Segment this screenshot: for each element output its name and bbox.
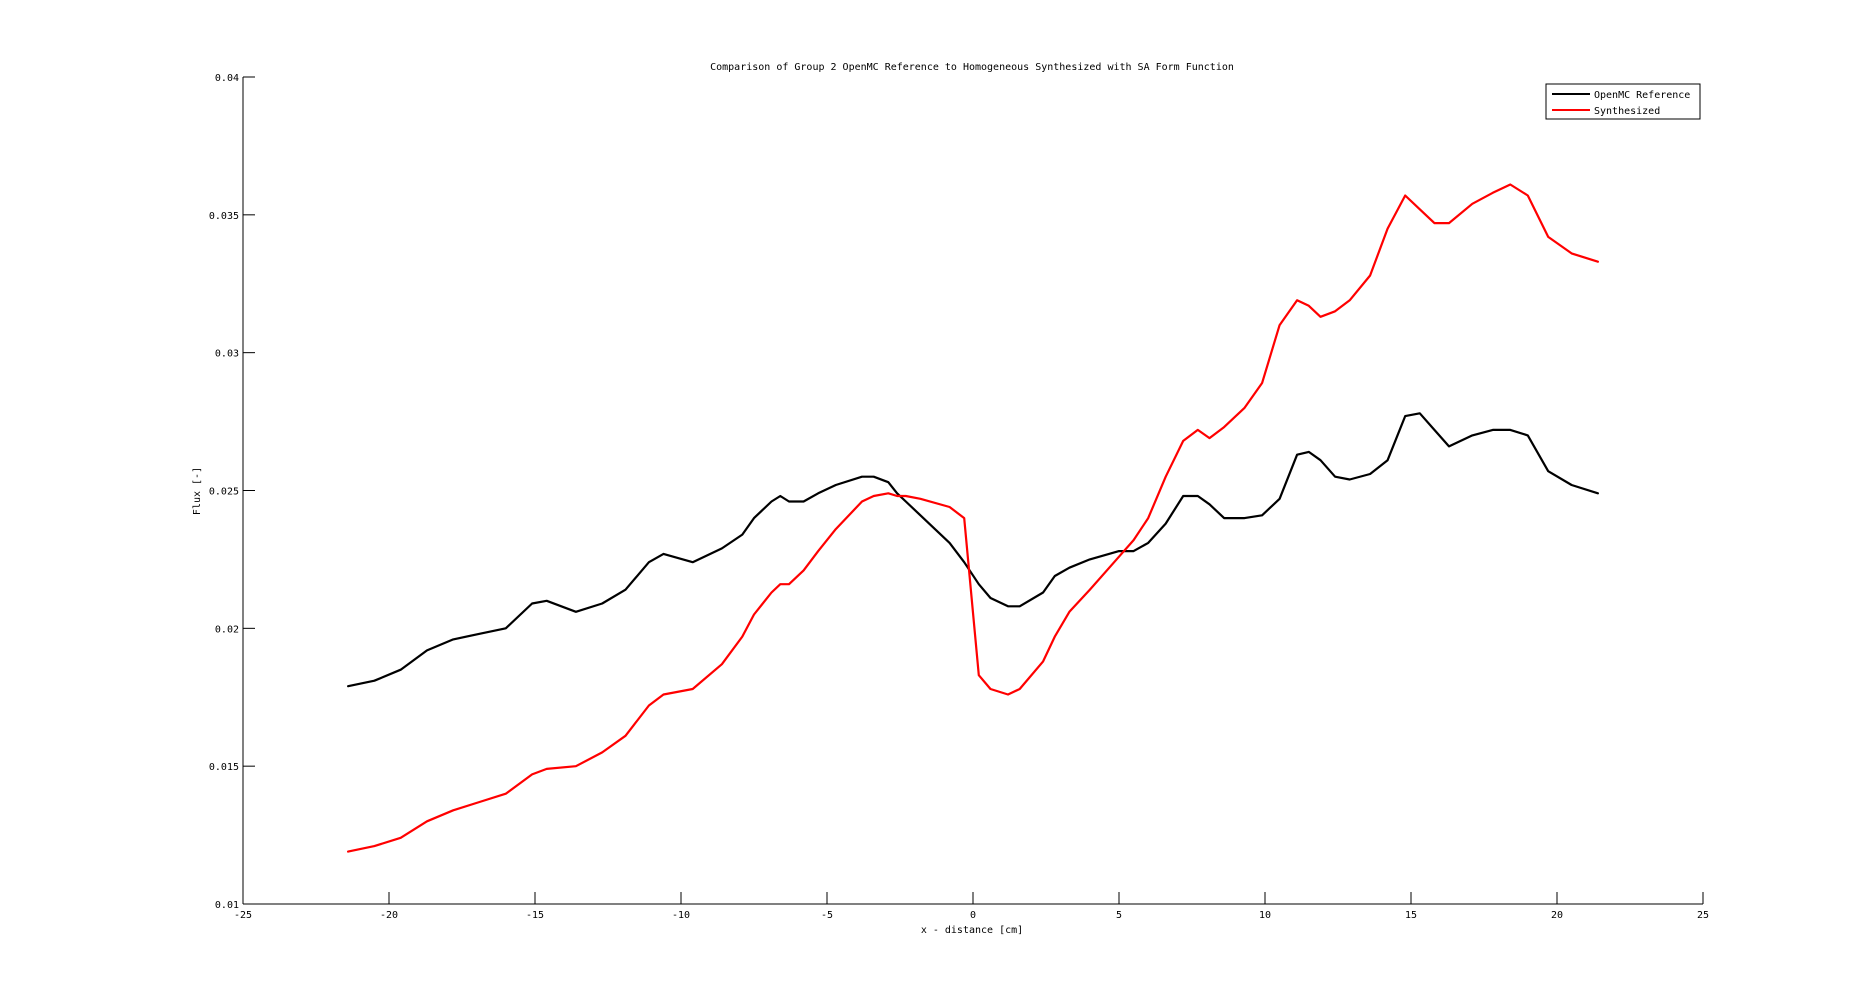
- chart-title: Comparison of Group 2 OpenMC Reference t…: [710, 62, 1234, 73]
- x-tick-label: -10: [672, 910, 690, 921]
- x-tick-label: 20: [1551, 910, 1563, 921]
- y-tick-label: 0.015: [209, 762, 239, 773]
- x-tick-label: -20: [380, 910, 398, 921]
- y-tick-label: 0.02: [215, 624, 239, 635]
- y-tick-label: 0.035: [209, 211, 239, 222]
- y-axis-label: Flux [-]: [192, 467, 203, 515]
- legend-entry: Synthesized: [1594, 106, 1660, 117]
- series-line-synthesized: [347, 183, 1600, 853]
- x-tick-label: 5: [1116, 910, 1122, 921]
- legend-box: [1545, 83, 1701, 120]
- x-tick-label: -5: [821, 910, 833, 921]
- x-tick-label: 25: [1697, 910, 1709, 921]
- axes: -25 -20 -15 -10 -5 0 5 10 15 20 25 0.01 0.015 0.02 0.0…: [209, 73, 1709, 921]
- x-tick-label: 0: [970, 910, 976, 921]
- y-tick-label: 0.025: [209, 487, 239, 498]
- y-tick-label: 0.03: [215, 349, 239, 360]
- x-axis-label: x - distance [cm]: [921, 925, 1023, 936]
- series-line-openmc-reference: [347, 412, 1600, 688]
- y-tick-label: 0.04: [215, 73, 239, 84]
- x-tick-label: -15: [526, 910, 544, 921]
- legend-entry: OpenMC Reference: [1594, 90, 1690, 101]
- y-tick-label: 0.01: [215, 900, 239, 911]
- series-layer: [347, 183, 1600, 853]
- x-tick-label: 15: [1405, 910, 1417, 921]
- legend: OpenMC Reference Synthesized: [1545, 83, 1701, 120]
- x-tick-label: -25: [234, 910, 252, 921]
- x-tick-label: 10: [1259, 910, 1271, 921]
